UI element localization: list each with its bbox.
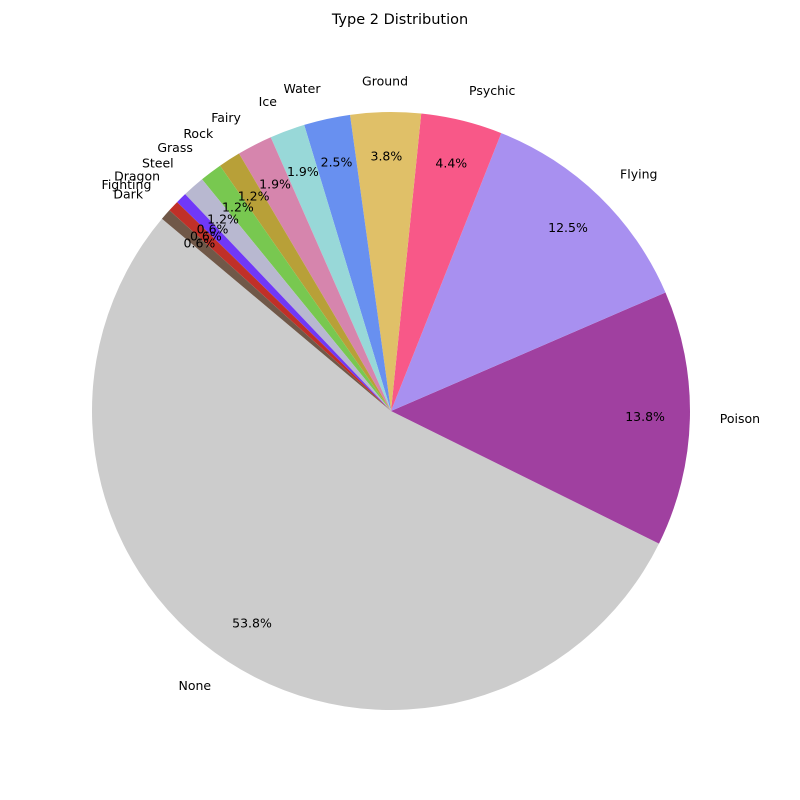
slice-label-none: None bbox=[178, 678, 211, 693]
pie-slice-rock bbox=[220, 153, 391, 412]
pct-label-psychic: 4.4% bbox=[435, 156, 467, 171]
slice-label-psychic: Psychic bbox=[469, 83, 515, 98]
slice-label-dragon: Dragon bbox=[114, 168, 160, 183]
slice-label-grass: Grass bbox=[157, 140, 193, 155]
pie-slice-dark bbox=[161, 210, 391, 411]
slice-label-ice: Ice bbox=[259, 94, 278, 109]
pie-slice-psychic bbox=[391, 113, 502, 411]
pie-slice-fairy bbox=[238, 137, 391, 411]
pie-slice-water bbox=[304, 114, 391, 412]
pct-label-rock: 1.2% bbox=[238, 189, 270, 204]
pct-label-none: 53.8% bbox=[232, 615, 272, 630]
pie-slice-none bbox=[92, 218, 660, 710]
pie-slice-grass bbox=[202, 165, 391, 411]
pie-slice-ground bbox=[350, 112, 422, 411]
slice-label-dark: Dark bbox=[113, 186, 143, 201]
slice-label-flying: Flying bbox=[620, 166, 657, 181]
pie-slice-poison bbox=[391, 292, 690, 544]
pct-label-fairy: 1.9% bbox=[259, 176, 291, 191]
slice-label-poison: Poison bbox=[720, 411, 760, 426]
pie-slice-steel bbox=[185, 179, 391, 411]
slice-label-fighting: Fighting bbox=[102, 177, 152, 192]
pct-label-poison: 13.8% bbox=[625, 409, 665, 424]
pct-label-flying: 12.5% bbox=[548, 220, 588, 235]
slice-label-ground: Ground bbox=[362, 74, 408, 89]
chart-title: Type 2 Distribution bbox=[331, 12, 469, 28]
pct-label-steel: 1.2% bbox=[207, 212, 239, 227]
pct-label-fighting: 0.6% bbox=[190, 228, 222, 243]
slice-label-water: Water bbox=[284, 81, 322, 96]
slice-label-rock: Rock bbox=[183, 126, 214, 141]
pie-slice-fighting bbox=[169, 202, 391, 411]
pct-label-ice: 1.9% bbox=[287, 164, 319, 179]
pct-label-water: 2.5% bbox=[321, 154, 353, 169]
pct-label-grass: 1.2% bbox=[222, 200, 254, 215]
pct-label-ground: 3.8% bbox=[371, 148, 403, 163]
slice-label-fairy: Fairy bbox=[211, 110, 241, 125]
slice-label-steel: Steel bbox=[142, 156, 174, 171]
pie-slice-flying bbox=[391, 133, 666, 412]
pct-label-dark: 0.6% bbox=[184, 235, 216, 250]
pct-label-dragon: 0.6% bbox=[197, 222, 229, 237]
pie-slice-ice bbox=[270, 124, 391, 411]
pie-slice-dragon bbox=[177, 194, 391, 411]
